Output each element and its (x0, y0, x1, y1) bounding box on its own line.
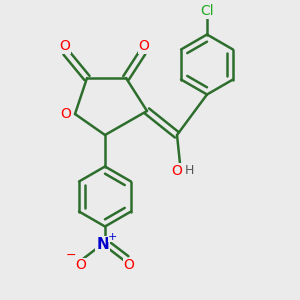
Text: H: H (184, 164, 194, 178)
Text: Cl: Cl (200, 4, 214, 18)
Text: O: O (124, 258, 134, 272)
Text: O: O (60, 107, 71, 121)
Text: O: O (172, 164, 182, 178)
Text: +: + (108, 232, 118, 242)
Text: O: O (139, 39, 149, 53)
Text: O: O (59, 39, 70, 53)
Text: N: N (96, 237, 109, 252)
Text: O: O (76, 258, 86, 272)
Text: −: − (66, 248, 76, 262)
